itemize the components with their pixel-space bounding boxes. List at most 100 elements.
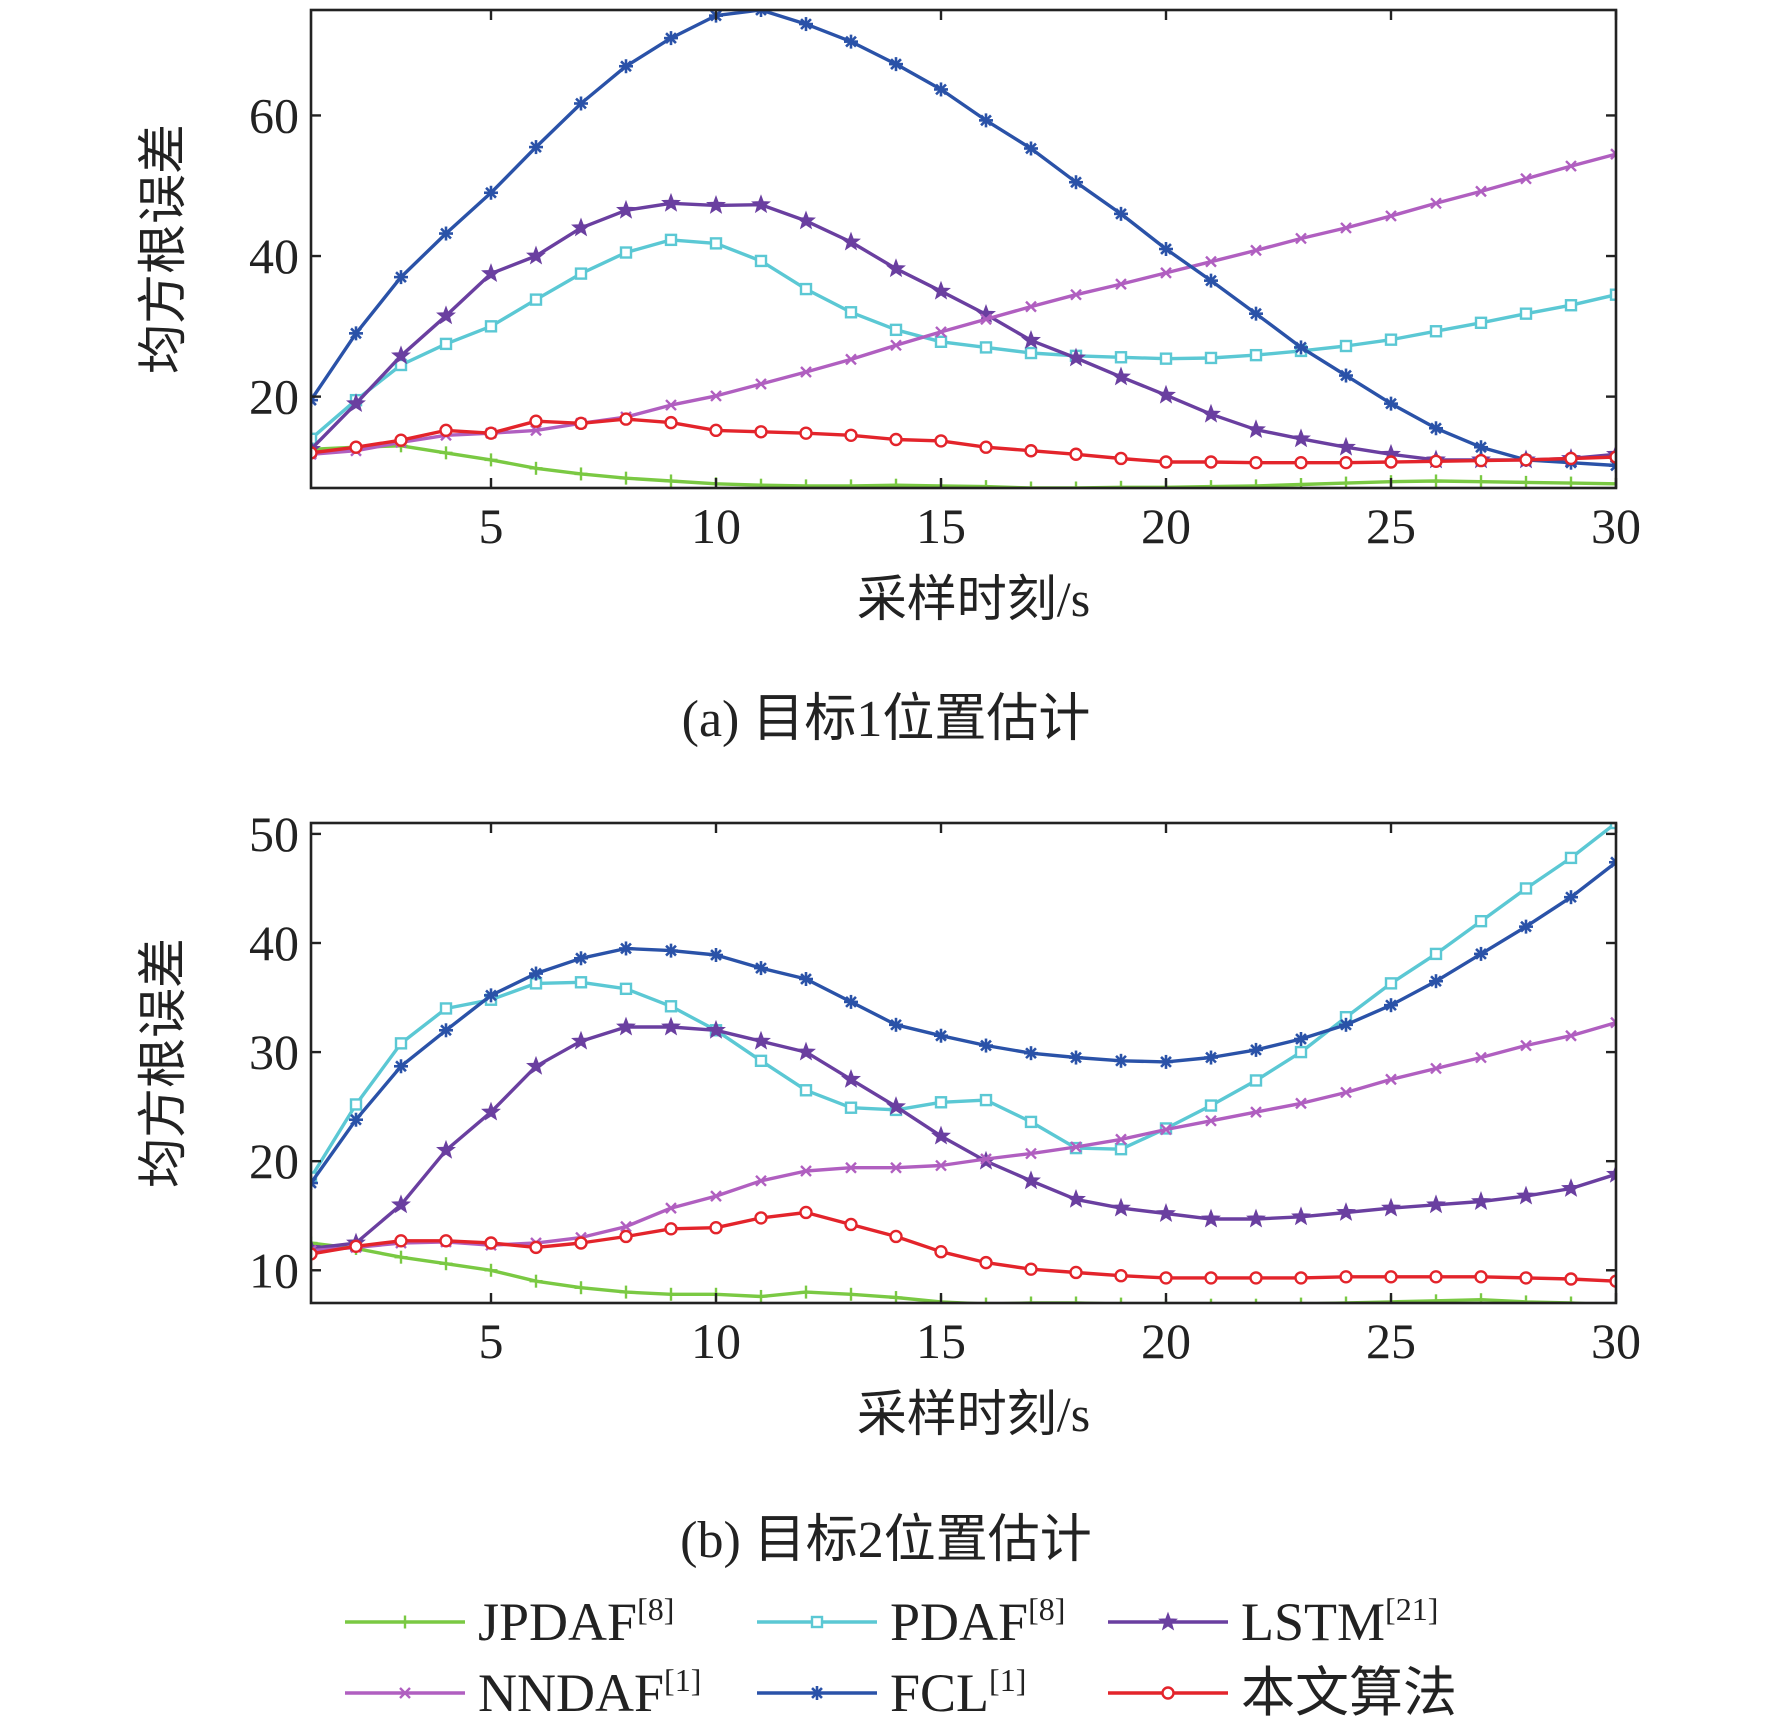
legend-item-nndaf: NNDAF[1] — [345, 1662, 701, 1723]
data-point — [931, 1125, 951, 1145]
y-tick-label: 20 — [249, 369, 299, 425]
data-point — [1474, 475, 1488, 488]
data-point — [1339, 368, 1353, 383]
x-tick-label: 20 — [1141, 498, 1191, 554]
legend-item-fcl: FCL[1] — [757, 1662, 1026, 1723]
data-point — [841, 1068, 861, 1088]
data-point — [1564, 451, 1578, 466]
data-point — [1339, 1296, 1353, 1303]
data-point — [1520, 172, 1532, 185]
data-point — [710, 390, 722, 402]
series-line-JPDAF — [311, 444, 1616, 488]
data-point — [1564, 851, 1578, 865]
data-point — [1114, 351, 1128, 364]
y-tick-label: 50 — [249, 806, 299, 862]
data-point — [574, 467, 588, 481]
data-point — [799, 1285, 813, 1299]
data-point — [529, 414, 543, 428]
data-point — [664, 233, 678, 247]
data-point — [1429, 1294, 1443, 1303]
data-point — [1384, 1270, 1398, 1284]
data-point — [1429, 474, 1443, 488]
data-point — [1114, 1142, 1128, 1156]
data-point — [754, 478, 768, 488]
data-point — [1294, 1297, 1308, 1303]
data-point — [1519, 919, 1533, 934]
data-point — [439, 1002, 453, 1015]
data-point — [529, 293, 543, 306]
series-line-FCL — [311, 860, 1616, 1184]
data-point — [1385, 210, 1397, 222]
data-point — [1609, 855, 1616, 870]
data-point — [391, 1194, 411, 1214]
data-point — [1024, 1046, 1038, 1061]
data-point — [935, 326, 947, 338]
data-point — [619, 1285, 633, 1299]
x-axis-title: 采样时刻/s — [857, 571, 1090, 627]
data-point — [1430, 1062, 1442, 1075]
data-point — [1249, 1074, 1263, 1087]
data-point — [844, 479, 858, 488]
data-point — [1516, 1185, 1536, 1205]
data-point — [1204, 455, 1218, 469]
data-point — [664, 415, 678, 430]
data-point — [529, 461, 543, 475]
data-point — [1474, 946, 1488, 961]
legend-marker — [810, 1615, 824, 1629]
data-point — [1384, 396, 1398, 411]
data-point — [754, 425, 768, 439]
data-point — [710, 1190, 722, 1202]
data-point — [1339, 1270, 1353, 1284]
data-point — [979, 1297, 993, 1303]
data-point — [1564, 1272, 1578, 1286]
data-point — [1114, 1269, 1128, 1283]
legend-ref: [8] — [637, 1591, 674, 1627]
data-point — [751, 194, 771, 214]
x-tick-label: 15 — [916, 1313, 966, 1369]
data-point — [620, 1220, 632, 1233]
data-point — [1204, 1099, 1218, 1112]
legend-label: 本文算法 — [1241, 1663, 1457, 1723]
data-point — [1201, 1208, 1221, 1228]
data-point — [796, 210, 816, 230]
data-point — [439, 446, 453, 460]
data-point — [311, 1176, 318, 1190]
data-point — [934, 1096, 948, 1109]
data-point — [889, 323, 903, 337]
data-point — [349, 1112, 363, 1127]
x-tick-label: 5 — [479, 498, 504, 554]
data-point — [394, 1037, 408, 1050]
data-point — [754, 10, 768, 17]
data-point — [311, 1236, 318, 1250]
data-point — [1609, 477, 1616, 488]
caption-b: (b) 目标2位置估计 — [680, 1512, 1092, 1569]
data-point — [346, 393, 366, 413]
data-point — [980, 1153, 992, 1165]
data-point — [664, 1287, 678, 1301]
data-point — [439, 337, 453, 351]
y-tick-label: 30 — [249, 1024, 299, 1080]
data-point — [844, 1217, 858, 1232]
data-point — [574, 951, 588, 966]
data-point — [1291, 1206, 1311, 1226]
data-point — [1430, 197, 1442, 210]
data-point — [1246, 419, 1266, 439]
legend-item-ours: 本文算法 — [1108, 1663, 1457, 1723]
y-tick-label: 40 — [249, 915, 299, 971]
data-point — [1564, 890, 1578, 905]
data-point — [529, 1274, 543, 1288]
x-tick-label: 10 — [691, 1313, 741, 1369]
data-point — [1205, 1114, 1217, 1127]
data-point — [481, 1101, 501, 1121]
data-point — [526, 1055, 546, 1075]
data-point — [844, 428, 858, 442]
data-point — [481, 263, 501, 283]
data-point — [1519, 1271, 1533, 1285]
data-point — [1429, 974, 1443, 989]
data-point — [1249, 348, 1263, 362]
series-line-本文算法 — [311, 1210, 1616, 1283]
series-line-JPDAF — [311, 1241, 1606, 1303]
data-point — [1610, 1016, 1616, 1029]
data-point — [799, 972, 813, 986]
data-point — [1429, 947, 1443, 961]
